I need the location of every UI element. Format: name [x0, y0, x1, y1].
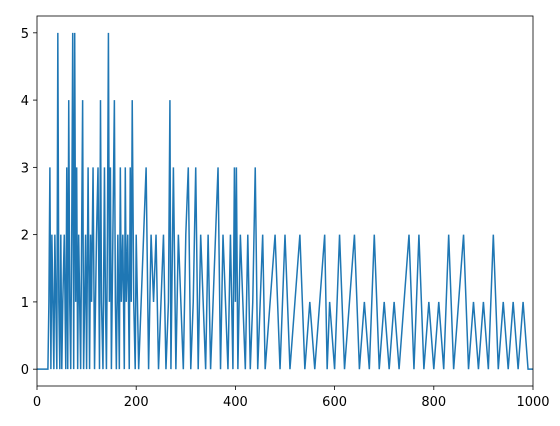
y-tick-label: 5: [21, 27, 29, 42]
plot-frame: [36, 15, 534, 387]
x-tick-label: 400: [223, 395, 248, 410]
y-tick-label: 1: [21, 296, 29, 311]
x-tick-label: 800: [421, 395, 446, 410]
x-tick-label: 200: [124, 395, 149, 410]
x-tick-label: 1000: [516, 395, 549, 410]
y-tick-label: 0: [21, 363, 29, 378]
y-tick-label: 4: [21, 94, 29, 109]
y-tick-label: 2: [21, 229, 29, 244]
x-tick-label: 600: [322, 395, 347, 410]
x-tick-label: 0: [33, 395, 41, 410]
y-tick-label: 3: [21, 161, 29, 176]
data-line: [37, 32, 533, 370]
